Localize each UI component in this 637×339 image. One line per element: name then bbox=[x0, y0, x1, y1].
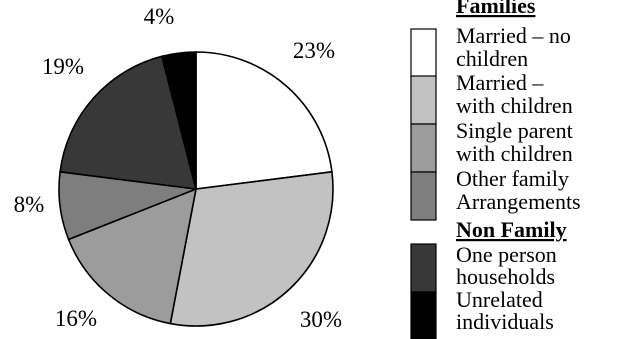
pie-slice bbox=[160, 51, 197, 190]
legend-item-label: Single parent bbox=[456, 118, 573, 143]
legend-item-label: Arrangements bbox=[456, 189, 581, 214]
legend-swatch bbox=[410, 28, 437, 78]
slice-percent-label: 8% bbox=[14, 192, 45, 217]
legend-item-label: individuals bbox=[456, 309, 554, 334]
legend-swatch bbox=[410, 291, 437, 339]
pie-labels: 23% 30% 16% 8% 19% 4% bbox=[14, 4, 342, 332]
legend-item-label: Other family bbox=[456, 166, 569, 191]
legend-group-heading: Non Family bbox=[456, 217, 567, 242]
slice-percent-label: 19% bbox=[42, 54, 84, 79]
legend-item-label: children bbox=[456, 46, 528, 71]
legend-item-label: Married – bbox=[456, 70, 544, 95]
legend-group-heading: Families bbox=[456, 0, 536, 18]
legend-item-label: with children bbox=[456, 93, 573, 118]
legend-item-label: Married – no bbox=[456, 23, 571, 48]
slice-percent-label: 16% bbox=[55, 306, 97, 331]
legend-item-label: with children bbox=[456, 141, 573, 166]
slice-percent-label: 23% bbox=[293, 38, 335, 63]
legend-item-label: One person bbox=[456, 242, 557, 267]
legend-item-label: households bbox=[456, 264, 555, 289]
legend-swatch bbox=[410, 243, 437, 293]
legend-swatch bbox=[410, 123, 437, 173]
pie-slice bbox=[59, 55, 198, 190]
pie-slice bbox=[67, 187, 198, 325]
legend-swatch bbox=[410, 171, 437, 221]
legend-item-label: Unrelated bbox=[456, 287, 543, 312]
pie-slices bbox=[58, 51, 334, 327]
slice-percent-label: 30% bbox=[300, 307, 342, 332]
legend-swatch bbox=[410, 75, 437, 125]
pie-slice bbox=[195, 51, 333, 190]
slice-percent-label: 4% bbox=[144, 4, 175, 29]
pie-slice bbox=[169, 170, 334, 327]
